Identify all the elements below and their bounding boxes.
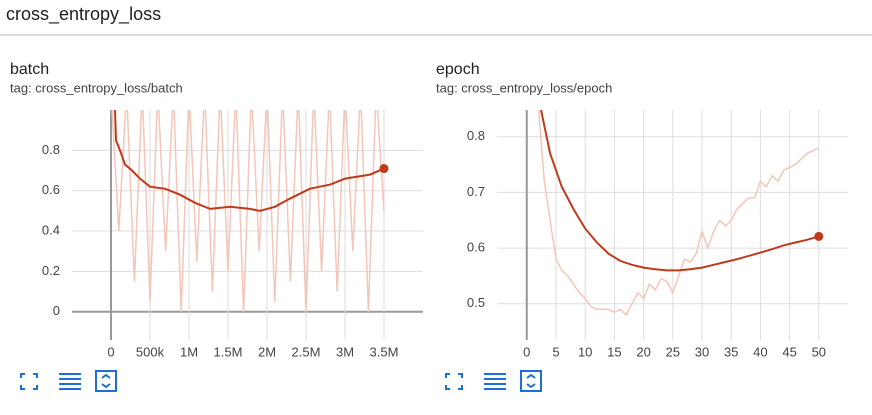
- x-tick-label: 45: [782, 344, 796, 359]
- toolbar: [20, 370, 542, 392]
- y-tick-label: 0: [53, 303, 60, 318]
- x-tick-label: 1M: [180, 344, 198, 359]
- x-tick-label: 20: [636, 344, 650, 359]
- y-tick-label: 0.8: [42, 142, 60, 157]
- x-tick-label: 15: [607, 344, 621, 359]
- chart-title: batch: [10, 61, 49, 78]
- fit-domain-button[interactable]: [95, 370, 117, 392]
- header-title: cross_entropy_loss: [6, 4, 161, 25]
- fullscreen-button[interactable]: [20, 373, 38, 390]
- fit-domain-button[interactable]: [520, 370, 542, 392]
- series-line: [114, 110, 385, 212]
- y-tick-label: 0.6: [42, 182, 60, 197]
- y-tick-label: 0.8: [467, 128, 485, 143]
- x-tick-label: 25: [666, 344, 680, 359]
- x-tick-label: 0: [523, 344, 530, 359]
- chart-subtitle: tag: cross_entropy_loss/batch: [10, 80, 183, 95]
- chart-title: epoch: [436, 61, 480, 78]
- series-line: [111, 110, 385, 312]
- last-point: [379, 164, 389, 174]
- x-tick-label: 10: [578, 344, 592, 359]
- x-tick-label: 5: [552, 344, 559, 359]
- x-tick-label: 500k: [136, 344, 165, 359]
- last-point: [814, 231, 824, 241]
- toggle-log-button[interactable]: [484, 373, 506, 390]
- series-line: [537, 110, 820, 317]
- x-tick-label: 2M: [258, 344, 276, 359]
- fullscreen-button[interactable]: [445, 373, 463, 390]
- y-tick-label: 0.2: [42, 263, 60, 278]
- y-tick-label: 0.4: [42, 222, 60, 237]
- x-tick-label: 40: [753, 344, 767, 359]
- x-tick-label: 0: [107, 344, 114, 359]
- plot-area: [537, 110, 820, 317]
- x-tick-label: 35: [724, 344, 738, 359]
- x-tick-label: 1.5M: [214, 344, 243, 359]
- x-tick-label: 50: [812, 344, 826, 359]
- x-tick-label: 2.5M: [292, 344, 321, 359]
- plot-area: [111, 110, 385, 312]
- x-tick-label: 30: [695, 344, 709, 359]
- chart-subtitle: tag: cross_entropy_loss/epoch: [436, 80, 612, 95]
- y-tick-label: 0.7: [467, 184, 485, 199]
- toggle-log-button[interactable]: [59, 373, 81, 390]
- y-tick-label: 0.6: [467, 240, 485, 255]
- series-line: [540, 110, 820, 272]
- x-tick-label: 3.5M: [370, 344, 399, 359]
- x-tick-label: 3M: [336, 344, 354, 359]
- y-tick-label: 0.5: [467, 295, 485, 310]
